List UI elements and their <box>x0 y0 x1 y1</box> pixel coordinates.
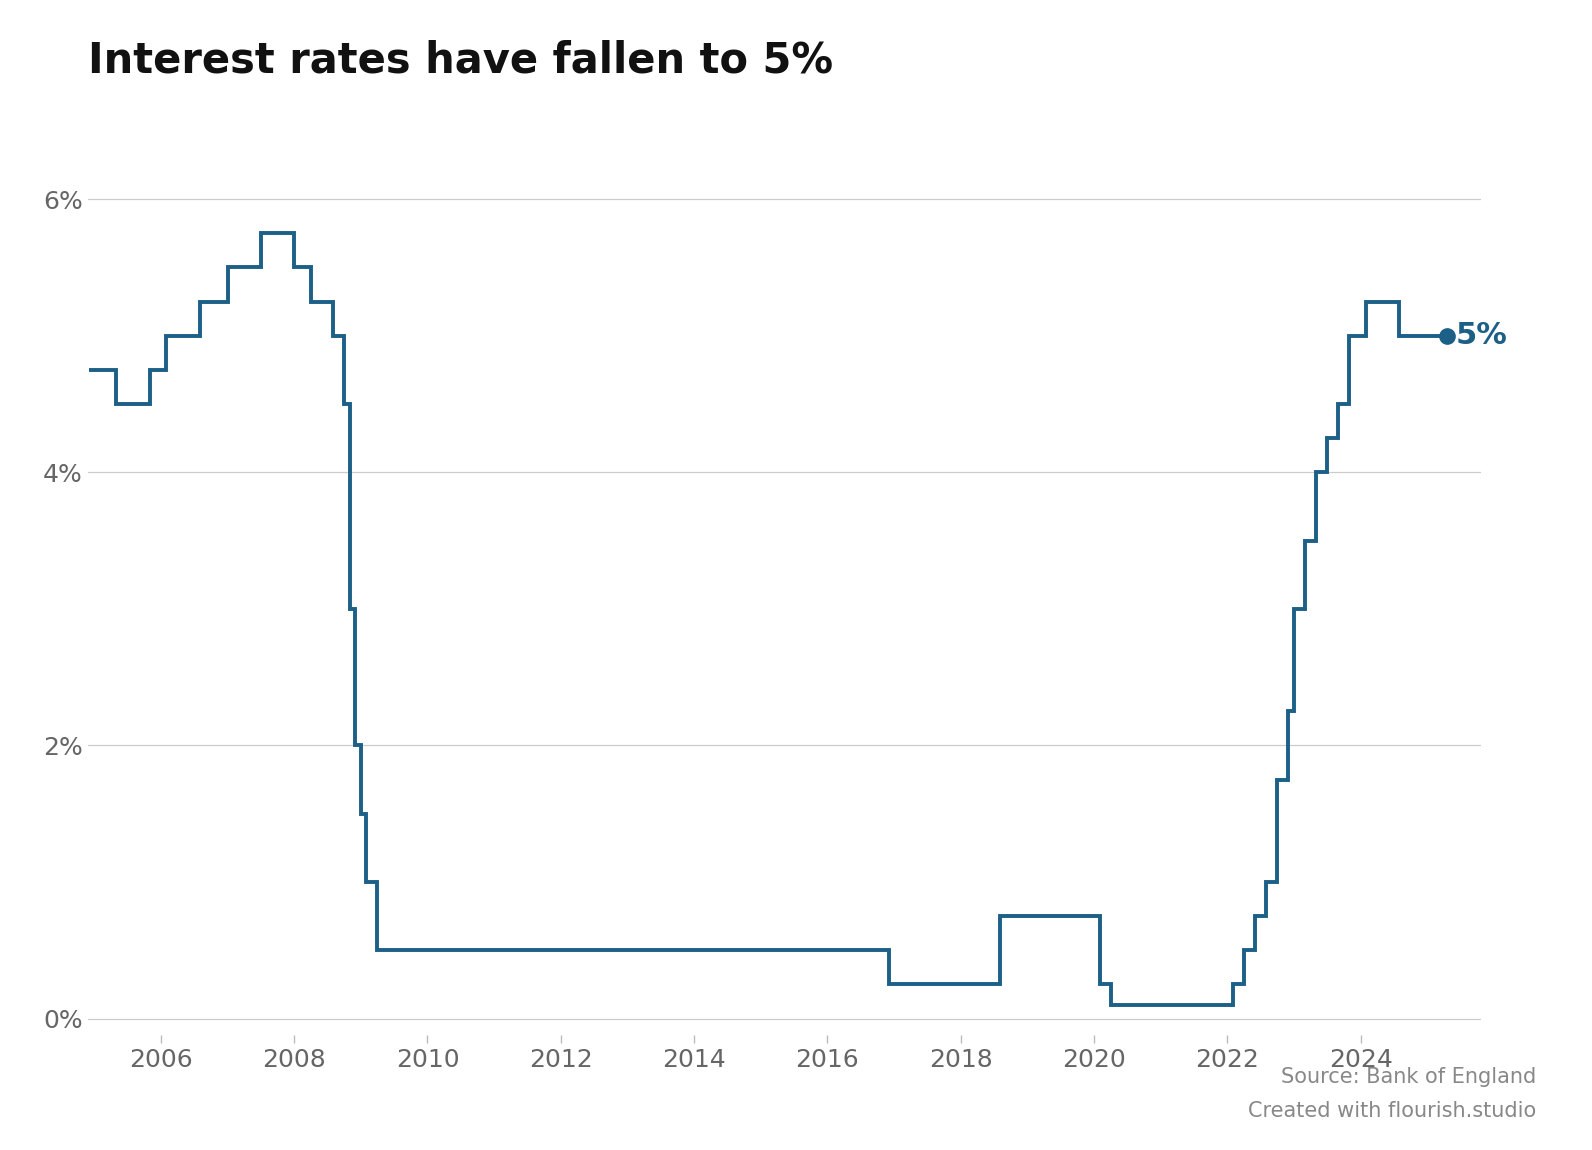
Text: 5%: 5% <box>1455 321 1508 351</box>
Text: Interest rates have fallen to 5%: Interest rates have fallen to 5% <box>88 40 833 82</box>
Text: Source: Bank of England
Created with flourish.studio: Source: Bank of England Created with flo… <box>1248 1067 1536 1121</box>
